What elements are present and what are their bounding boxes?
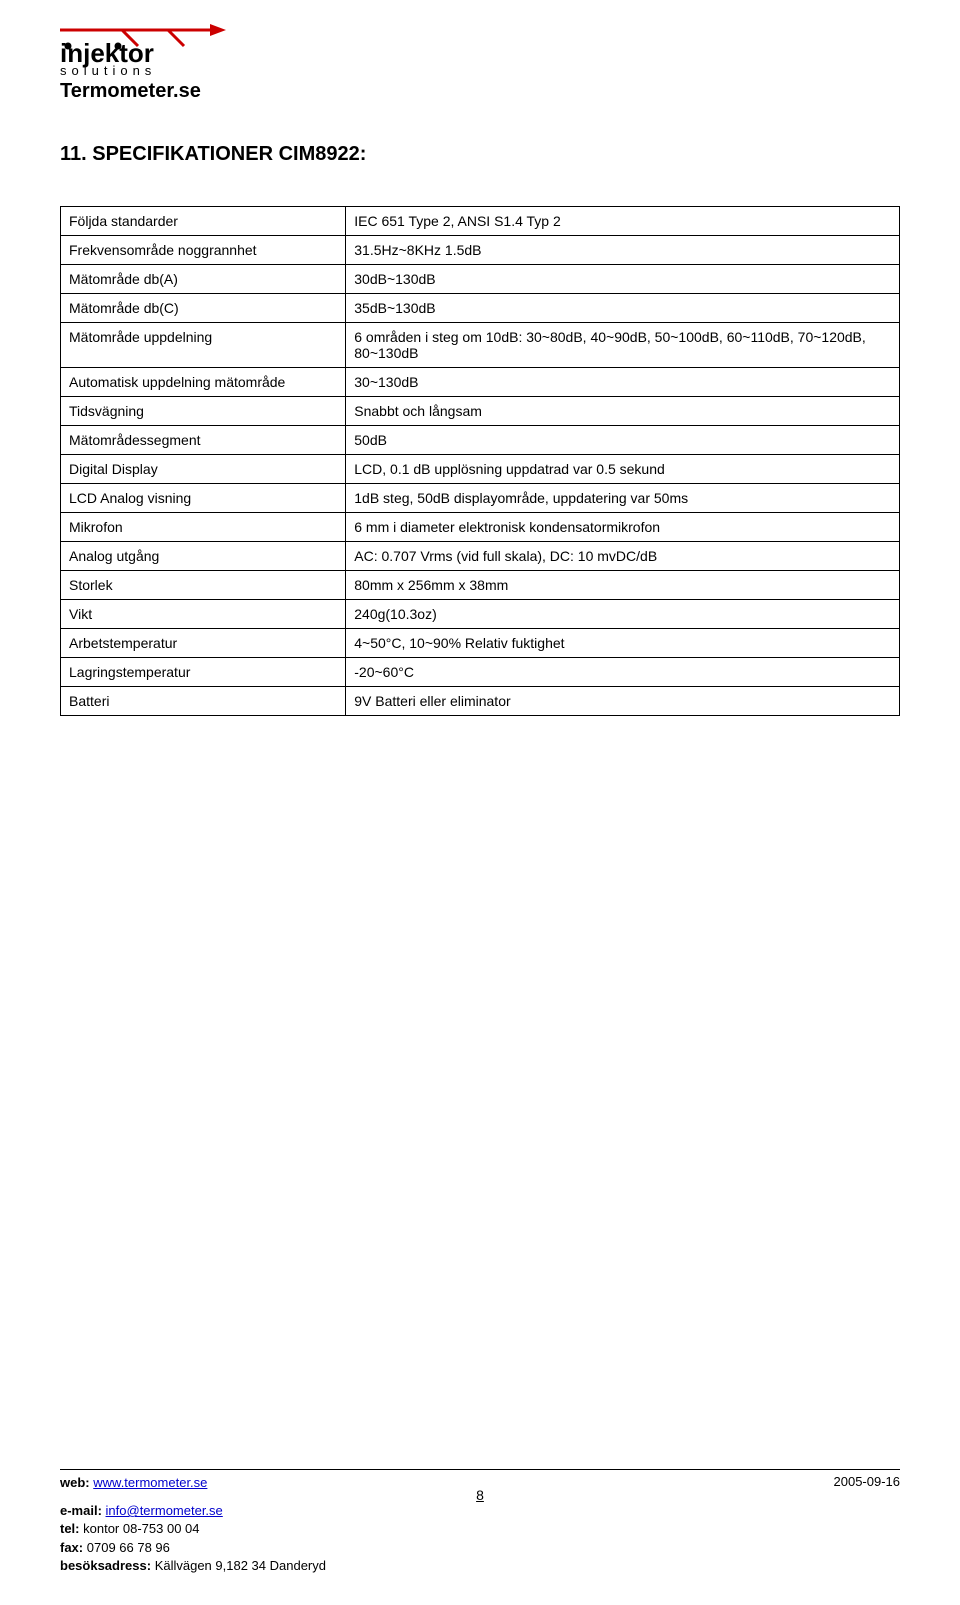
web-link[interactable]: www.termometer.se bbox=[93, 1475, 207, 1490]
email-label: e-mail: bbox=[60, 1503, 102, 1518]
svg-text:solutions: solutions bbox=[60, 63, 156, 76]
fax-value: 0709 66 78 96 bbox=[87, 1540, 170, 1555]
spec-value: 30~130dB bbox=[346, 368, 900, 397]
spec-label: Tidsvägning bbox=[61, 397, 346, 426]
table-row: Frekvensområde noggrannhet31.5Hz~8KHz 1.… bbox=[61, 236, 900, 265]
spec-value: 6 mm i diameter elektronisk kondensatorm… bbox=[346, 513, 900, 542]
table-row: Följda standarderIEC 651 Type 2, ANSI S1… bbox=[61, 207, 900, 236]
spec-value: IEC 651 Type 2, ANSI S1.4 Typ 2 bbox=[346, 207, 900, 236]
tel-label: tel: bbox=[60, 1521, 80, 1536]
spec-value: 35dB~130dB bbox=[346, 294, 900, 323]
spec-label: Mätområde db(C) bbox=[61, 294, 346, 323]
spec-label: Analog utgång bbox=[61, 542, 346, 571]
spec-value: 31.5Hz~8KHz 1.5dB bbox=[346, 236, 900, 265]
spec-table: Följda standarderIEC 651 Type 2, ANSI S1… bbox=[60, 206, 900, 716]
spec-value: 30dB~130dB bbox=[346, 265, 900, 294]
injektor-logo-icon: injektor solutions bbox=[60, 20, 230, 76]
spec-value: 6 områden i steg om 10dB: 30~80dB, 40~90… bbox=[346, 323, 900, 368]
logo: injektor solutions bbox=[60, 20, 900, 76]
footer-date: 2005-09-16 bbox=[834, 1474, 901, 1489]
table-row: Mätområdessegment50dB bbox=[61, 426, 900, 455]
spec-label: Vikt bbox=[61, 600, 346, 629]
footer-divider bbox=[60, 1469, 900, 1470]
table-row: Mikrofon6 mm i diameter elektronisk kond… bbox=[61, 513, 900, 542]
addr-value: Källvägen 9,182 34 Danderyd bbox=[155, 1558, 326, 1573]
addr-label: besöksadress: bbox=[60, 1558, 151, 1573]
spec-label: Mätområdessegment bbox=[61, 426, 346, 455]
spec-value: 50dB bbox=[346, 426, 900, 455]
web-label: web: bbox=[60, 1475, 90, 1490]
table-row: Batteri9V Batteri eller eliminator bbox=[61, 687, 900, 716]
spec-label: Automatisk uppdelning mätområde bbox=[61, 368, 346, 397]
spec-label: Mikrofon bbox=[61, 513, 346, 542]
spec-label: Digital Display bbox=[61, 455, 346, 484]
footer: web: www.termometer.se e-mail: info@term… bbox=[60, 1469, 900, 1575]
table-row: Automatisk uppdelning mätområde30~130dB bbox=[61, 368, 900, 397]
tel-value: kontor 08-753 00 04 bbox=[83, 1521, 199, 1536]
spec-value: 9V Batteri eller eliminator bbox=[346, 687, 900, 716]
email-link[interactable]: info@termometer.se bbox=[106, 1503, 223, 1518]
section-title: 11. SPECIFIKATIONER CIM8922: bbox=[60, 143, 900, 166]
table-row: TidsvägningSnabbt och långsam bbox=[61, 397, 900, 426]
spec-label: Storlek bbox=[61, 571, 346, 600]
spec-value: -20~60°C bbox=[346, 658, 900, 687]
site-name: Termometer.se bbox=[60, 80, 900, 103]
spec-label: Följda standarder bbox=[61, 207, 346, 236]
table-row: Mätområde db(C)35dB~130dB bbox=[61, 294, 900, 323]
spec-label: Mätområde db(A) bbox=[61, 265, 346, 294]
spec-label: Lagringstemperatur bbox=[61, 658, 346, 687]
spec-value: Snabbt och långsam bbox=[346, 397, 900, 426]
spec-value: LCD, 0.1 dB upplösning uppdatrad var 0.5… bbox=[346, 455, 900, 484]
table-row: Mätområde uppdelning6 områden i steg om … bbox=[61, 323, 900, 368]
spec-label: Frekvensområde noggrannhet bbox=[61, 236, 346, 265]
spec-label: Arbetstemperatur bbox=[61, 629, 346, 658]
table-row: Vikt240g(10.3oz) bbox=[61, 600, 900, 629]
table-row: Mätområde db(A)30dB~130dB bbox=[61, 265, 900, 294]
spec-value: 80mm x 256mm x 38mm bbox=[346, 571, 900, 600]
spec-label: LCD Analog visning bbox=[61, 484, 346, 513]
spec-value: 4~50°C, 10~90% Relativ fuktighet bbox=[346, 629, 900, 658]
fax-label: fax: bbox=[60, 1540, 83, 1555]
spec-table-body: Följda standarderIEC 651 Type 2, ANSI S1… bbox=[61, 207, 900, 716]
table-row: Arbetstemperatur4~50°C, 10~90% Relativ f… bbox=[61, 629, 900, 658]
spec-value: AC: 0.707 Vrms (vid full skala), DC: 10 … bbox=[346, 542, 900, 571]
table-row: Digital DisplayLCD, 0.1 dB upplösning up… bbox=[61, 455, 900, 484]
spec-value: 1dB steg, 50dB displayområde, uppdaterin… bbox=[346, 484, 900, 513]
table-row: Analog utgångAC: 0.707 Vrms (vid full sk… bbox=[61, 542, 900, 571]
spec-label: Mätområde uppdelning bbox=[61, 323, 346, 368]
spec-label: Batteri bbox=[61, 687, 346, 716]
table-row: Storlek80mm x 256mm x 38mm bbox=[61, 571, 900, 600]
footer-contact: web: www.termometer.se e-mail: info@term… bbox=[60, 1474, 326, 1575]
table-row: LCD Analog visning1dB steg, 50dB display… bbox=[61, 484, 900, 513]
table-row: Lagringstemperatur-20~60°C bbox=[61, 658, 900, 687]
spec-value: 240g(10.3oz) bbox=[346, 600, 900, 629]
